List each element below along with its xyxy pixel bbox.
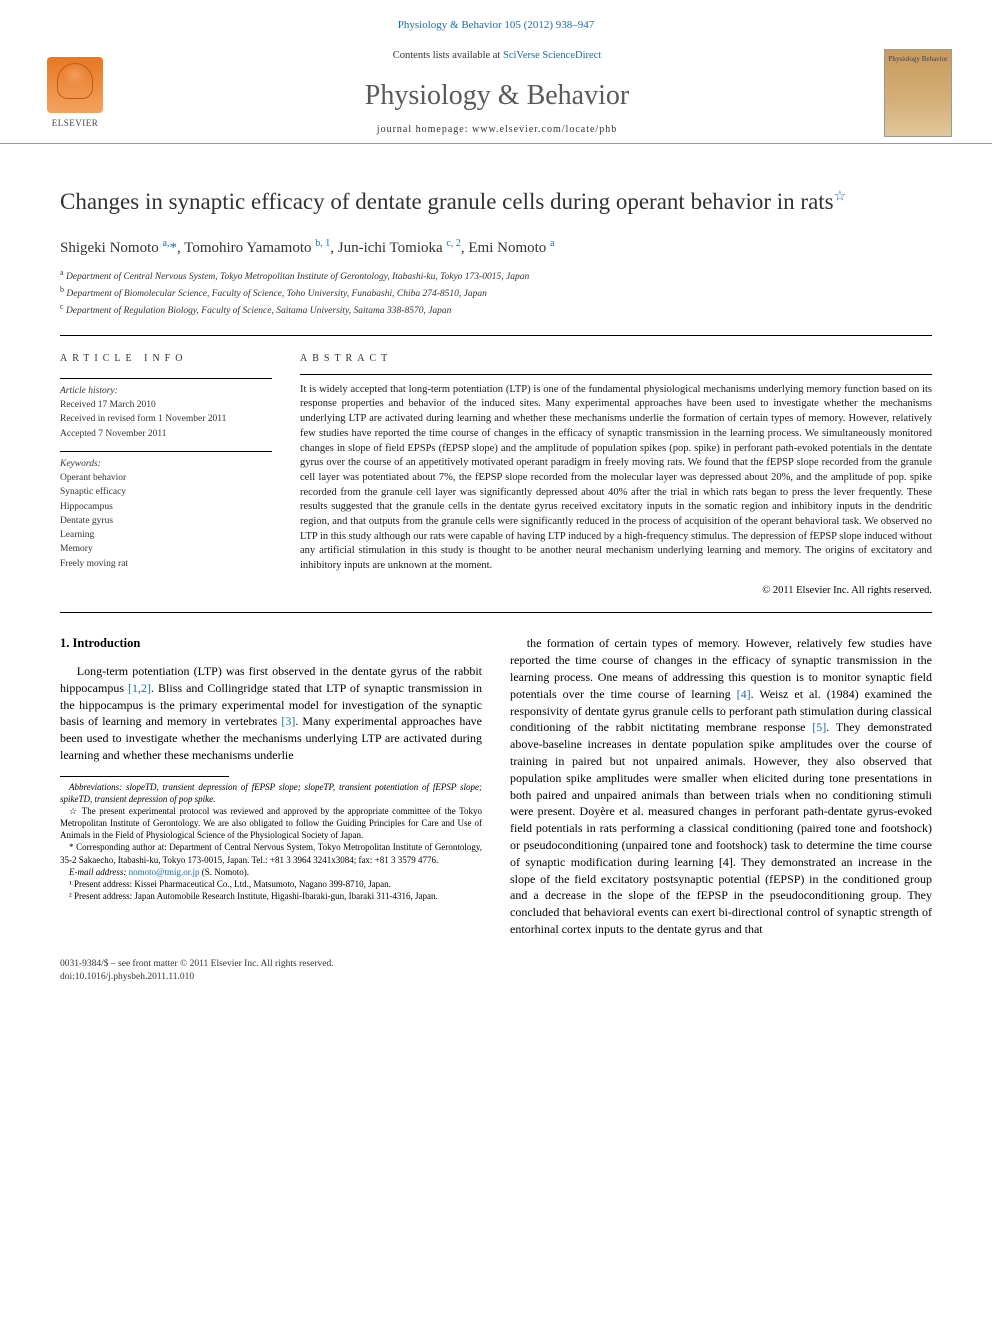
footnote-corresponding: * Corresponding author at: Department of… — [60, 841, 482, 865]
keywords-list: Operant behaviorSynaptic efficacyHippoca… — [60, 471, 272, 571]
abstract-heading: ABSTRACT — [300, 342, 932, 374]
cover-title: Physiology Behavior — [889, 56, 948, 64]
divider — [60, 335, 932, 336]
journal-name: Physiology & Behavior — [130, 76, 864, 115]
page-footer: 0031-9384/$ – see front matter © 2011 El… — [0, 938, 992, 1003]
masthead: ELSEVIER Contents lists available at Sci… — [0, 43, 992, 144]
article-title: Changes in synaptic efficacy of dentate … — [0, 144, 992, 222]
publisher-name: ELSEVIER — [52, 117, 99, 130]
history-heading: Article history: — [60, 378, 272, 398]
body-paragraph: the formation of certain types of memory… — [510, 635, 932, 937]
ref-link[interactable]: [3] — [281, 714, 295, 728]
ref-link[interactable]: [1,2] — [128, 681, 151, 695]
article-info-heading: ARTICLE INFO — [60, 342, 272, 374]
footnote-email: E-mail address: nomoto@tmig.or.jp (S. No… — [60, 866, 482, 878]
elsevier-tree-icon — [47, 57, 103, 113]
section-heading-intro: 1. Introduction — [60, 635, 482, 653]
keywords-heading: Keywords: — [60, 451, 272, 471]
title-footnote-star-icon: ☆ — [834, 190, 847, 205]
doi-line: doi:10.1016/j.physbeh.2011.11.010 — [60, 971, 932, 984]
affiliations: a Department of Central Nervous System, … — [0, 265, 992, 329]
journal-cover-thumb: Physiology Behavior — [884, 49, 952, 137]
issue-citation[interactable]: Physiology & Behavior 105 (2012) 938–947 — [0, 0, 992, 43]
footnote-1: ¹ Present address: Kissei Pharmaceutical… — [60, 878, 482, 890]
ref-link[interactable]: [5] — [812, 720, 826, 734]
publisher-logo: ELSEVIER — [40, 53, 110, 133]
copyright-line: © 2011 Elsevier Inc. All rights reserved… — [300, 574, 932, 599]
abstract-text: It is widely accepted that long-term pot… — [300, 374, 932, 574]
footnote-star: ☆ The present experimental protocol was … — [60, 805, 482, 841]
footnote-2: ² Present address: Japan Automobile Rese… — [60, 890, 482, 902]
contents-prefix: Contents lists available at — [393, 50, 503, 61]
divider — [60, 612, 932, 613]
author-list: Shigeki Nomoto a,*, Tomohiro Yamamoto b,… — [0, 223, 992, 265]
footnote-rule — [60, 776, 229, 777]
email-link[interactable]: nomoto@tmig.or.jp — [129, 867, 200, 877]
sciencedirect-link[interactable]: SciVerse ScienceDirect — [503, 50, 601, 61]
footnote-abbrev: Abbreviations: slopeTD, transient depres… — [60, 781, 482, 805]
contents-available: Contents lists available at SciVerse Sci… — [130, 49, 864, 64]
body-columns: 1. Introduction Long-term potentiation (… — [0, 635, 992, 937]
ref-link[interactable]: [4] — [737, 687, 751, 701]
abstract-block: ABSTRACT It is widely accepted that long… — [300, 342, 932, 599]
footnotes: Abbreviations: slopeTD, transient depres… — [60, 781, 482, 902]
body-paragraph: Long-term potentiation (LTP) was first o… — [60, 663, 482, 764]
article-info-block: ARTICLE INFO Article history: Received 1… — [60, 342, 272, 599]
journal-homepage: journal homepage: www.elsevier.com/locat… — [130, 123, 864, 137]
front-matter-line: 0031-9384/$ – see front matter © 2011 El… — [60, 958, 932, 971]
history-list: Received 17 March 2010Received in revise… — [60, 398, 272, 441]
article-title-text: Changes in synaptic efficacy of dentate … — [60, 189, 834, 214]
